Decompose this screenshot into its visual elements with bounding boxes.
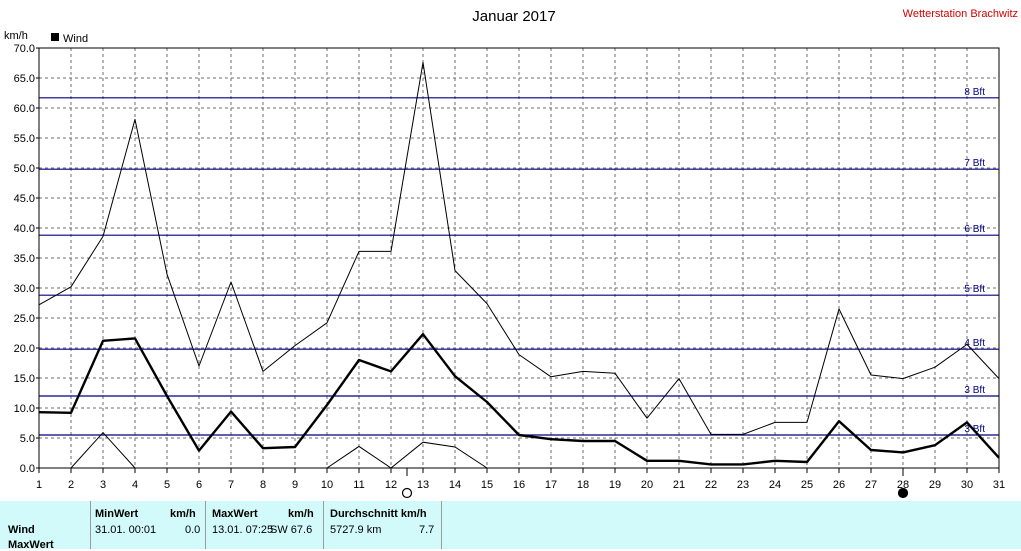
divider <box>441 501 442 549</box>
wind-chart: Januar 2017 Wetterstation Brachwitz km/h… <box>4 8 1018 499</box>
y-tick-label: 35.0 <box>14 253 35 265</box>
legend-label: Wind <box>63 33 88 45</box>
x-tick-label: 20 <box>641 479 653 491</box>
x-tick-label: 13 <box>417 479 429 491</box>
x-tick-label: 9 <box>292 479 298 491</box>
x-tick-label: 10 <box>321 479 333 491</box>
min-value: 0.0 <box>185 524 201 536</box>
avg-value: 7.7 <box>419 524 435 536</box>
x-tick-label: 8 <box>260 479 266 491</box>
x-tick-label: 15 <box>481 479 493 491</box>
x-tick-label: 16 <box>513 479 525 491</box>
y-tick-label: 5.0 <box>20 433 35 445</box>
x-tick-label: 14 <box>449 479 461 491</box>
x-tick-label: 27 <box>865 479 877 491</box>
divider <box>323 501 324 549</box>
avg-distance: 5727.9 km <box>330 524 382 536</box>
beaufort-label: 5 Bft <box>964 284 985 295</box>
x-tick-label: 26 <box>833 479 845 491</box>
chart-title: Januar 2017 <box>472 8 555 25</box>
y-tick-label: 45.0 <box>14 193 35 205</box>
legend-swatch <box>51 33 59 41</box>
full-moon-icon <box>401 487 413 499</box>
y-tick-label: 15.0 <box>14 373 35 385</box>
x-tick-label: 23 <box>737 479 749 491</box>
x-tick-label: 4 <box>132 479 138 491</box>
x-tick-label: 17 <box>545 479 557 491</box>
y-tick-label: 70.0 <box>14 43 35 55</box>
row-label-wind: Wind <box>8 524 35 536</box>
series-line-maximum <box>38 61 1000 435</box>
x-tick-label: 31 <box>993 479 1005 491</box>
max-value: SW 67.6 <box>270 524 313 536</box>
grid <box>39 48 999 468</box>
new-moon-icon <box>897 487 909 499</box>
series-line-minimum <box>70 431 136 469</box>
row-label-maxwert: MaxWert <box>8 539 54 551</box>
x-tick-label: 22 <box>705 479 717 491</box>
min-unit: km/h <box>170 508 196 520</box>
y-tick-label: 25.0 <box>14 313 35 325</box>
divider <box>90 501 91 549</box>
x-tick-label: 6 <box>196 479 202 491</box>
min-header: MinWert <box>95 508 139 520</box>
y-tick-label: 65.0 <box>14 73 35 85</box>
y-tick-label: 30.0 <box>14 283 35 295</box>
beaufort-label: 4 Bft <box>964 338 985 349</box>
series-group <box>38 61 1000 469</box>
x-tick-label: 19 <box>609 479 621 491</box>
x-tick-label: 3 <box>100 479 106 491</box>
avg-header: Durchschnitt km/h <box>330 508 427 520</box>
x-tick-label: 2 <box>68 479 74 491</box>
series-line-minimum <box>326 441 488 469</box>
station-name: Wetterstation Brachwitz <box>903 8 1018 20</box>
x-axis: 1 2 3 4 5 6 7 8 9 10 11 12 13 14 15 16 17 18 19 20 21 22 23 24 2… <box>36 468 1005 491</box>
max-header: MaxWert <box>212 508 258 520</box>
x-tick-label: 25 <box>801 479 813 491</box>
beaufort-label: 6 Bft <box>964 224 985 235</box>
y-axis: 0.0 5.0 10.0 15.0 20.0 25.0 30.0 35.0 40.0 45.0 50… <box>14 43 39 475</box>
y-tick-label: 40.0 <box>14 223 35 235</box>
max-date: 13.01. 07:25 <box>212 524 274 536</box>
x-tick-label: 29 <box>929 479 941 491</box>
y-tick-label: 10.0 <box>14 403 35 415</box>
x-tick-label: 21 <box>673 479 685 491</box>
x-tick-label: 11 <box>353 479 364 491</box>
min-date: 31.01. 00:01 <box>95 524 157 536</box>
y-axis-unit: km/h <box>4 30 28 42</box>
x-tick-label: 30 <box>961 479 973 491</box>
x-tick-label: 5 <box>164 479 170 491</box>
y-tick-label: 60.0 <box>14 103 35 115</box>
x-tick-label: 1 <box>36 479 42 491</box>
x-tick-label: 18 <box>577 479 589 491</box>
x-tick-label: 7 <box>228 479 234 491</box>
y-tick-label: 0.0 <box>20 463 35 475</box>
y-tick-label: 50.0 <box>14 163 35 175</box>
divider <box>205 501 206 549</box>
x-tick-label: 12 <box>385 479 397 491</box>
y-tick-label: 20.0 <box>14 343 35 355</box>
x-tick-label: 24 <box>769 479 781 491</box>
beaufort-label: 3 Bft <box>964 385 985 396</box>
y-tick-label: 55.0 <box>14 133 35 145</box>
beaufort-label: 8 Bft <box>964 87 985 98</box>
moon-phases <box>401 468 909 499</box>
max-unit: km/h <box>288 508 314 520</box>
series-line-average <box>38 333 1000 466</box>
x-tick-label: 28 <box>897 479 909 491</box>
summary-panel: Wind MaxWert MinWert km/h 31.01. 00:01 0… <box>0 501 1021 551</box>
beaufort-label: 7 Bft <box>964 158 985 169</box>
